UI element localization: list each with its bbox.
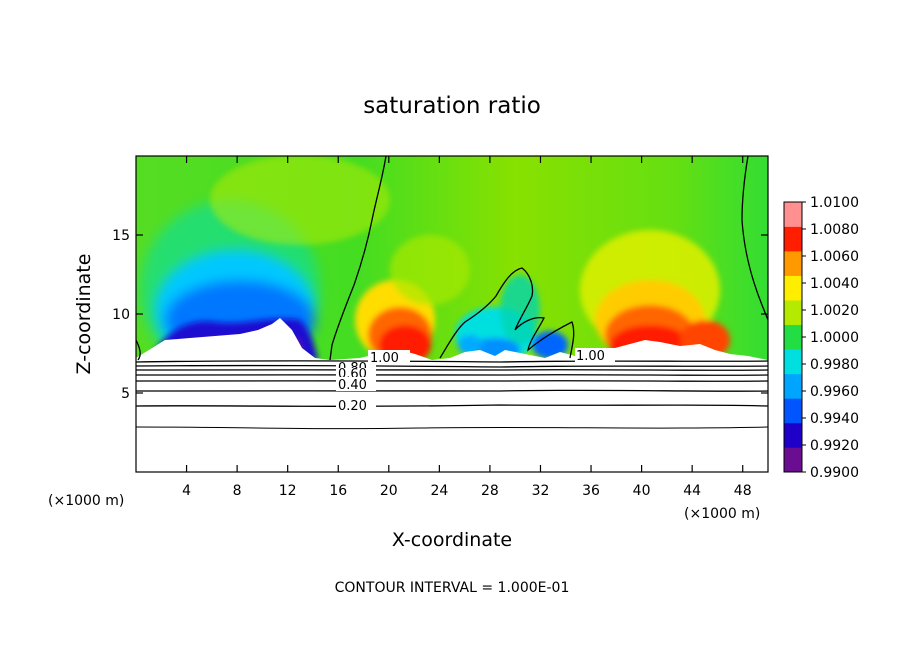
colorbar-tick-label: 1.0000 [810, 330, 859, 346]
y-tick-label: 15 [112, 228, 130, 244]
contour-line-1 [136, 360, 768, 363]
plot-area: 1.00 1.00 0.80 0.60 0.40 0.20 [136, 156, 768, 472]
chart-title: saturation ratio [363, 93, 541, 119]
colorbar-swatch [784, 447, 802, 473]
x-tick-label: 36 [582, 483, 600, 499]
contour-line-2 [136, 364, 768, 368]
x-tick-label: 32 [532, 483, 550, 499]
colorbar-tick-label: 1.0080 [810, 222, 859, 238]
field-center-dry-fingers [455, 275, 568, 363]
colorbar-swatch [784, 349, 802, 375]
contour-1.00-center [439, 267, 575, 359]
colorbar-tick-label: 1.0040 [810, 276, 859, 292]
x-tick-label: 44 [683, 483, 701, 499]
y-tick-label: 5 [121, 386, 130, 402]
colorbar-tick-label: 0.9920 [810, 438, 859, 454]
colorbar-tick-label: 1.0060 [810, 249, 859, 265]
colorbar-tick-label: 0.9940 [810, 411, 859, 427]
contour-label: 0.20 [338, 399, 367, 414]
x-tick-label: 28 [481, 483, 499, 499]
x-tick-label: 40 [633, 483, 651, 499]
z-unit-label: (×1000 m) [48, 493, 124, 509]
contour-line-5 [136, 380, 768, 382]
x-axis-label: X-coordinate [392, 529, 512, 551]
contour-line-7 [136, 404, 768, 408]
colorbar-swatch [784, 422, 802, 448]
colorbar-swatch [784, 398, 802, 424]
x-tick-label: 16 [329, 483, 347, 499]
x-axis: 4 8 12 16 20 24 28 32 36 40 44 48 [182, 156, 752, 499]
contour-label: 1.00 [576, 349, 605, 364]
contour-1.00-right [741, 156, 768, 321]
colorbar-tick-label: 0.9900 [810, 465, 859, 481]
colorbar-swatch [784, 300, 802, 326]
contour-label: 1.00 [370, 351, 399, 366]
x-tick-label: 4 [182, 483, 191, 499]
y-axis: 5 10 15 [112, 228, 768, 402]
contour-interval-note: CONTOUR INTERVAL = 1.000E-01 [335, 580, 570, 596]
colorbar-tick-label: 1.0100 [810, 195, 859, 211]
x-tick-label: 12 [279, 483, 297, 499]
contour-labels: 1.00 1.00 0.80 0.60 0.40 0.20 [336, 348, 615, 414]
contour-1.00-leftedge [136, 339, 141, 361]
colorbar-swatch [784, 226, 802, 252]
contour-line-8 [136, 426, 768, 430]
saturation-contours [136, 156, 768, 430]
contour-line-6 [136, 389, 768, 392]
colorbar-swatch [784, 275, 802, 301]
x-unit-label: (×1000 m) [684, 506, 760, 522]
x-tick-label: 48 [734, 483, 752, 499]
colorbar-swatch [784, 202, 802, 227]
contour-1.00-left [329, 156, 387, 361]
colorbar-tick-label: 0.9960 [810, 384, 859, 400]
y-tick-label: 10 [112, 307, 130, 323]
x-tick-label: 24 [430, 483, 448, 499]
x-tick-label: 20 [380, 483, 398, 499]
colorbar-swatch [784, 251, 802, 276]
contour-line-4 [136, 374, 768, 376]
colorbar-swatch [784, 324, 802, 350]
colorbar-swatch [784, 373, 802, 399]
contour-label: 0.40 [338, 378, 367, 393]
contour-line-3 [136, 369, 768, 371]
y-axis-label: Z-coordinate [73, 254, 95, 375]
colorbar: 1.0100 1.0080 1.0060 1.0040 1.0020 1.0000 0.99… [783, 195, 859, 481]
colorbar-tick-label: 0.9980 [810, 357, 859, 373]
colorbar-tick-label: 1.0020 [810, 303, 859, 319]
x-tick-label: 8 [233, 483, 242, 499]
